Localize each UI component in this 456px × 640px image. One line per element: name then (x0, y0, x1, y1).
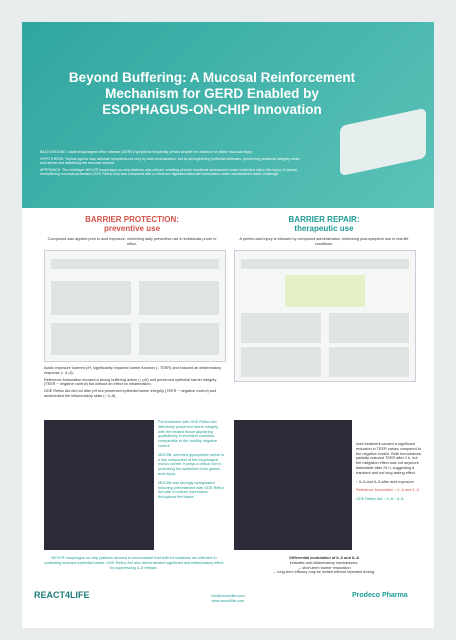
title: Beyond Buffering: A Mucosal Reinforcemen… (62, 70, 362, 118)
line: indicates anti-inflammatory mechanisms. (289, 560, 359, 565)
chart (329, 313, 409, 343)
contact: info@react4life.com www.react4life.com (178, 594, 278, 604)
logo-left: REACT4LIFE (34, 590, 90, 600)
right-description: A primed acid injury is followed by comp… (239, 237, 409, 246)
line: → long-term efficacy may be limited with… (272, 570, 376, 575)
finding: Reference formulation showed a strong bu… (44, 377, 217, 387)
chart (285, 275, 365, 307)
finding: GDE Reflux Aid ↓ IL-6 ↑ IL-8 (356, 497, 404, 502)
timeline (241, 259, 409, 269)
website: www.react4life.com (211, 598, 245, 603)
heading: BARRIER REPAIR: (288, 215, 360, 224)
poster: Beyond Buffering: A Mucosal Reinforcemen… (22, 22, 434, 628)
right-images (234, 420, 352, 550)
approach: APPROACH: The multilayer NEVO® esophagus… (40, 167, 298, 177)
right-conclusion: Differential modulation of IL-6 and IL-8… (234, 556, 414, 575)
email: info@react4life.com (211, 594, 245, 598)
finding: Reference formulation ↓ IL-6 and IL-8 (356, 488, 419, 493)
background: BACKGROUND: Gastroesophageal reflux dise… (40, 150, 253, 154)
hypothesis: HYPOTHESIS: Topical agents may alleviate… (40, 156, 300, 166)
note: MUC5B was strongly upregulated following… (158, 480, 225, 500)
header: Beyond Buffering: A Mucosal Reinforcemen… (22, 22, 434, 208)
line: → short-term barrier restoration (297, 565, 351, 570)
right-findings: Acid treatment caused a significant redu… (356, 442, 422, 502)
heading: BARRIER PROTECTION: (85, 215, 179, 224)
chip-illustration (340, 107, 426, 177)
right-charts (234, 250, 416, 382)
line: Differential modulation of IL-6 and IL-8 (289, 556, 359, 560)
finding: GDE Reflux Aid did not alter pH but pres… (44, 389, 217, 398)
title-line: Beyond Buffering: A Mucosal Reinforcemen… (68, 70, 356, 85)
chart (139, 323, 219, 355)
note: MUC5B: secreted glycoprotein which is a … (158, 452, 225, 476)
chart (241, 347, 321, 377)
left-description: Compound was applied prior to acid expos… (47, 237, 217, 246)
finding: Acidic exposure lowered pH, significantl… (44, 366, 222, 375)
note: Pre-treatment with GDE Reflux Aid effect… (158, 420, 219, 448)
timeline (51, 259, 219, 269)
chart (329, 347, 409, 377)
left-charts (44, 250, 226, 362)
title-line: ESOPHAGUS-ON-CHIP Innovation (102, 102, 322, 117)
left-heading: BARRIER PROTECTION: preventive use (42, 215, 222, 233)
intro: BACKGROUND: Gastroesophageal reflux dise… (40, 150, 300, 177)
chart (51, 281, 131, 315)
logo-right: Prodeco Pharma (352, 592, 408, 599)
chart (139, 281, 219, 315)
chart (51, 323, 131, 355)
title-line: Mechanism for GERD Enabled by (105, 86, 319, 101)
chart (241, 313, 321, 343)
finding: ↑ IL-6 and IL-8 after acid exposure (356, 479, 414, 484)
histology-images (44, 420, 154, 550)
histology-notes: Pre-treatment with GDE Reflux Aid effect… (158, 420, 226, 500)
finding: Acid treatment caused a significant redu… (356, 442, 421, 475)
subheading: preventive use (103, 224, 161, 233)
left-findings: Acidic exposure lowered pH, significantl… (44, 366, 224, 399)
subheading: therapeutic use (294, 224, 354, 233)
left-conclusion: NEVO® esophagus-on-chip platform allowed… (44, 556, 224, 570)
right-heading: BARRIER REPAIR: therapeutic use (234, 215, 414, 233)
